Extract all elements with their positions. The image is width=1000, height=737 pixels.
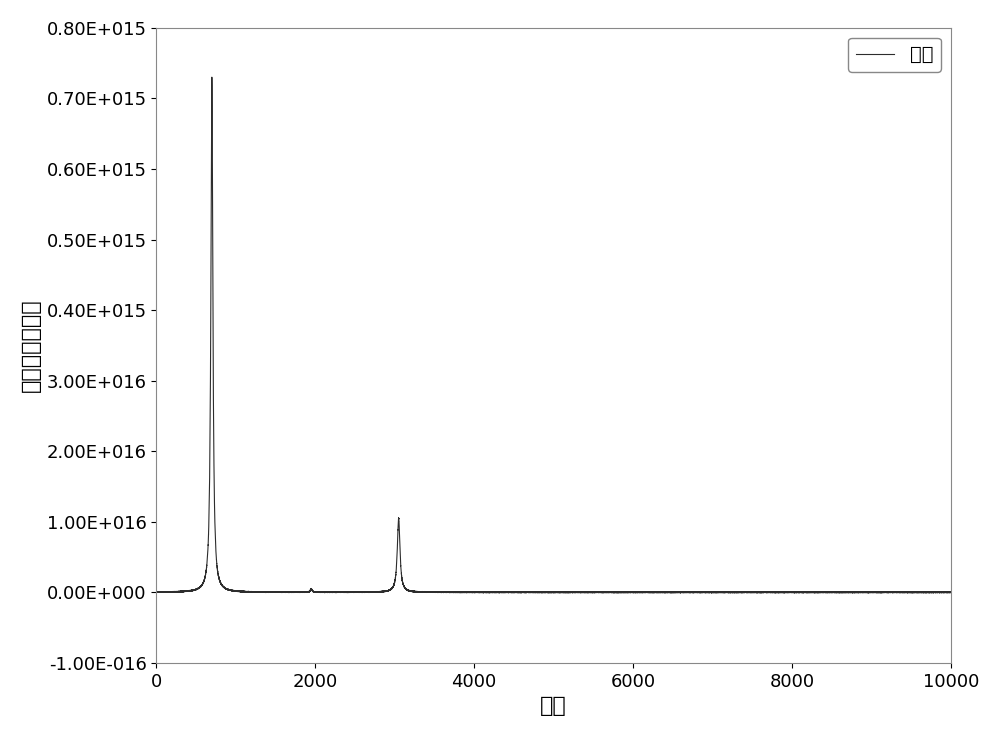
完好 [150,587,162,596]
X-axis label: 频率: 频率 [540,696,567,716]
完好 [945,588,957,597]
完好 [168,587,180,596]
完好 [569,588,581,597]
完好 [870,587,882,596]
完好 [906,588,918,597]
完好 [656,588,668,597]
完好 [755,588,767,597]
完好 [206,73,218,82]
完好 [248,587,260,596]
Legend: 完好: 完好 [848,38,941,72]
Line: 完好: 完好 [156,77,951,593]
Y-axis label: 加速度响应谱值: 加速度响应谱值 [21,298,41,392]
